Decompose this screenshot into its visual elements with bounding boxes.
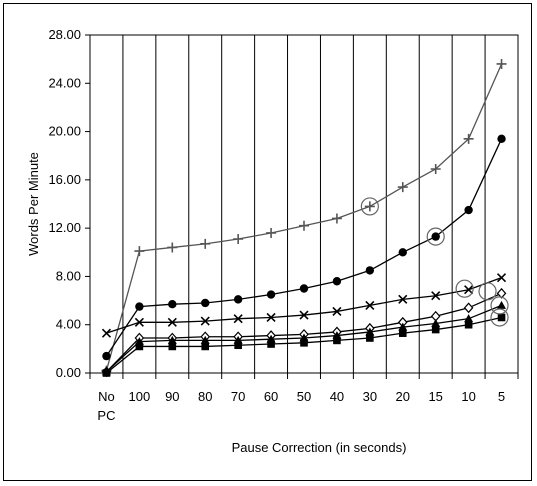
point-plus-7 — [331, 213, 342, 224]
point-plus-5 — [266, 227, 277, 238]
point-circle-9 — [398, 248, 407, 257]
highlight-ring-x — [455, 279, 474, 298]
x-tick-label-7: 40 — [330, 389, 344, 404]
point-circle-2 — [168, 299, 177, 309]
point-square-11 — [464, 320, 473, 329]
point-x-12 — [496, 273, 507, 283]
point-triangle-2 — [167, 335, 177, 344]
x-tick-label-8: 30 — [363, 389, 377, 404]
point-plus-4 — [233, 234, 244, 245]
x-tick-label-4: 70 — [231, 389, 245, 404]
y-tick-label-1: 4.00 — [56, 317, 81, 332]
point-circle-4 — [233, 295, 243, 304]
x-tick-label-12: 5 — [498, 389, 505, 404]
point-circle-8 — [365, 266, 375, 275]
x-tick-label-10: 15 — [428, 389, 442, 404]
y-tick-label-3: 12.00 — [48, 220, 81, 235]
point-circle-7 — [332, 277, 342, 286]
x-tick-label-3: 80 — [198, 389, 212, 404]
point-x-1 — [134, 317, 144, 327]
point-x-4 — [233, 314, 243, 324]
series-x — [101, 273, 507, 338]
point-plus-8 — [364, 201, 375, 212]
point-square-10 — [431, 325, 440, 334]
point-circle-6 — [299, 284, 309, 293]
point-plus-9 — [397, 182, 408, 193]
point-plus-1 — [134, 246, 145, 257]
plot-area — [89, 34, 519, 374]
y-tick-label-6: 24.00 — [48, 75, 81, 90]
series-square — [102, 313, 506, 377]
point-x-5 — [266, 312, 276, 323]
x-tick-label-9: 20 — [396, 389, 410, 404]
highlight-ring-circle — [426, 227, 445, 246]
point-plus-2 — [167, 242, 178, 253]
point-circle-0 — [102, 351, 111, 361]
point-diamond-11 — [463, 302, 474, 314]
point-x-0 — [101, 328, 112, 338]
point-plus-12 — [496, 58, 507, 69]
point-triangle-9 — [398, 322, 408, 331]
point-x-2 — [167, 317, 177, 327]
point-plus-11 — [463, 133, 474, 144]
point-triangle-3 — [200, 335, 210, 344]
point-triangle-8 — [365, 327, 375, 336]
point-diamond-12 — [496, 287, 507, 299]
y-axis-title: Words Per Minute — [26, 152, 41, 256]
point-square-2 — [168, 342, 177, 351]
point-circle-1 — [135, 302, 144, 311]
point-square-1 — [135, 342, 144, 351]
y-tick-label-4: 16.00 — [48, 172, 81, 187]
point-circle-3 — [201, 298, 210, 308]
point-square-9 — [398, 329, 407, 337]
point-square-12 — [497, 313, 506, 322]
highlight-ring-plus — [360, 197, 379, 216]
x-tick-label-5: 60 — [264, 389, 278, 404]
point-square-0 — [102, 369, 111, 377]
x-tick-label-11: 10 — [461, 389, 475, 404]
x-axis-title: Pause Correction (in seconds) — [232, 440, 407, 455]
y-tick-label-0: 0.00 — [56, 365, 81, 380]
point-x-6 — [299, 310, 309, 320]
point-circle-12 — [497, 134, 506, 144]
point-x-11 — [464, 285, 474, 295]
point-square-7 — [333, 336, 341, 345]
point-square-5 — [267, 340, 275, 348]
y-tick-label-2: 8.00 — [56, 268, 81, 283]
x-tick-label-1: 100 — [129, 389, 151, 404]
point-x-3 — [200, 316, 210, 326]
x-tick-label-2: 90 — [165, 389, 179, 404]
point-triangle-10 — [431, 319, 441, 328]
point-square-6 — [300, 339, 308, 347]
highlight-ring-triangle — [490, 296, 509, 315]
point-x-10 — [431, 291, 441, 301]
point-x-7 — [332, 306, 342, 317]
y-tick-label-5: 20.00 — [48, 124, 81, 139]
highlight-ring-square — [490, 308, 509, 327]
point-triangle-12 — [497, 300, 507, 309]
point-circle-10 — [431, 232, 440, 241]
point-plus-3 — [200, 238, 211, 249]
point-circle-5 — [266, 290, 276, 299]
point-plus-6 — [299, 220, 309, 231]
y-tick-label-7: 28.00 — [48, 27, 81, 42]
highlight-ring-diamond — [478, 282, 497, 301]
point-square-4 — [234, 341, 242, 350]
series-circle — [102, 134, 506, 361]
point-square-8 — [366, 334, 374, 342]
point-triangle-11 — [464, 314, 474, 323]
x-tick-label-0: No PC — [97, 389, 115, 423]
point-plus-10 — [430, 163, 441, 174]
x-tick-label-6: 50 — [297, 389, 311, 404]
point-x-9 — [398, 294, 408, 304]
point-square-3 — [201, 342, 210, 351]
point-x-8 — [365, 300, 375, 310]
point-circle-11 — [464, 205, 473, 215]
